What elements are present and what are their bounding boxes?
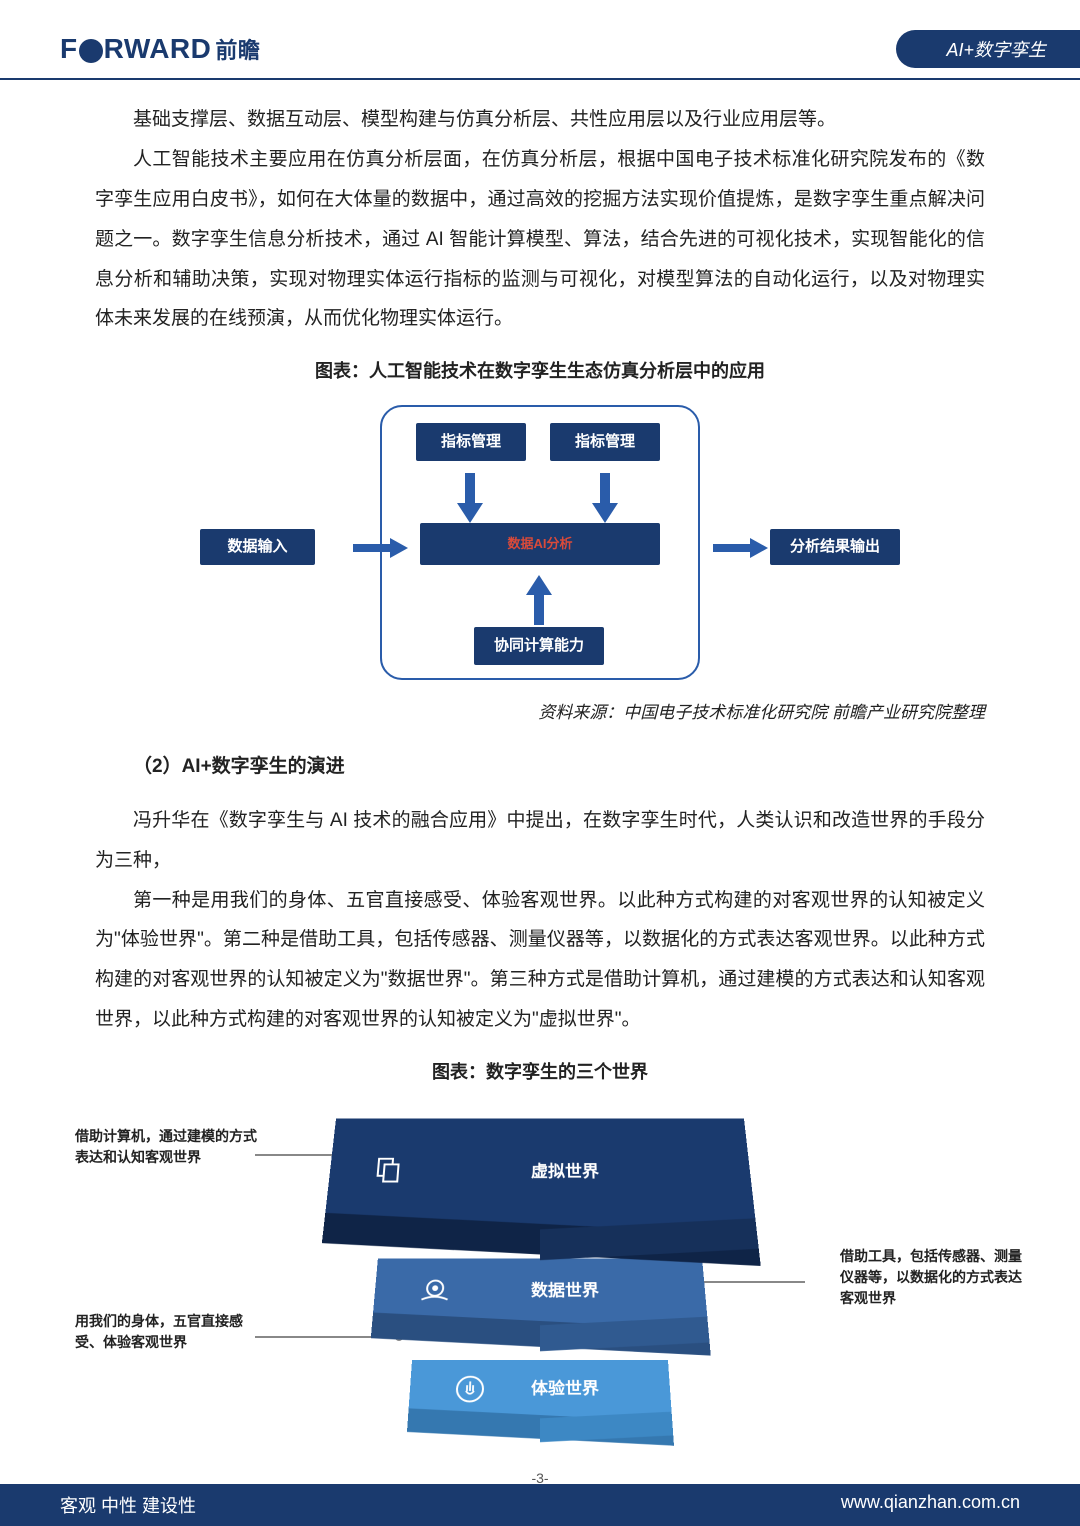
arrow-down-icon	[592, 503, 618, 523]
header-tag: AI+数字孪生	[896, 30, 1080, 68]
page-header: F RWARD 前瞻 AI+数字孪生	[0, 0, 1080, 80]
footer-left: 客观 中性 建设性	[60, 1492, 196, 1518]
globe-icon	[79, 39, 103, 63]
paragraph-4: 第一种是用我们的身体、五官直接感受、体验客观世界。以此种方式构建的对客观世界的认…	[95, 881, 985, 1041]
node-bottom: 协同计算能力	[474, 627, 604, 665]
annotation-right: 借助工具，包括传感器、测量仪器等，以数据化的方式表达客观世界	[840, 1246, 1025, 1309]
logo-text-f: F	[60, 33, 78, 65]
annotation-left-bot: 用我们的身体，五官直接感受、体验客观世界	[75, 1311, 260, 1353]
logo-text-cn: 前瞻	[215, 33, 260, 65]
diagram-flowchart: 指标管理 指标管理 数据AI分析 协同计算能力 数据输入 分析结果输出	[220, 405, 860, 685]
node-left: 数据输入	[200, 529, 315, 565]
arrow-down-icon	[457, 503, 483, 523]
paragraph-2: 人工智能技术主要应用在仿真分析层面，在仿真分析层，根据中国电子技术标准化研究院发…	[95, 140, 985, 339]
gear-icon	[414, 1272, 456, 1310]
arrow-right-icon	[390, 538, 408, 558]
chart1-source: 资料来源：中国电子技术标准化研究院 前瞻产业研究院整理	[95, 695, 985, 731]
arrow-right-icon	[750, 538, 768, 558]
chart2-title: 图表：数字孪生的三个世界	[95, 1054, 985, 1092]
footer-right: www.qianzhan.com.cn	[841, 1492, 1020, 1518]
layer-virtual: 虚拟世界	[324, 1118, 757, 1227]
layer-experience: 体验世界	[408, 1360, 672, 1419]
chart1-title: 图表：人工智能技术在数字孪生生态仿真分析层中的应用	[95, 353, 985, 391]
layer-data-label: 数据世界	[531, 1274, 600, 1308]
arrow-up-icon	[526, 575, 552, 595]
logo: F RWARD 前瞻	[60, 33, 260, 65]
page: F RWARD 前瞻 AI+数字孪生 基础支撑层、数据互动层、模型构建与仿真分析…	[0, 0, 1080, 1526]
logo-text-rward: RWARD	[104, 33, 212, 65]
page-content: 基础支撑层、数据互动层、模型构建与仿真分析层、共性应用层以及行业应用层等。 人工…	[0, 80, 1080, 1476]
docs-icon	[368, 1153, 411, 1191]
node-center: 数据AI分析	[420, 523, 660, 565]
annotation-line	[255, 1154, 335, 1156]
touch-icon	[449, 1370, 490, 1408]
node-top1: 指标管理	[416, 423, 526, 461]
paragraph-3: 冯升华在《数字孪生与 AI 技术的融合应用》中提出，在数字孪生时代，人类认识和改…	[95, 801, 985, 881]
subheading-1: （2）AI+数字孪生的演进	[95, 747, 985, 787]
layer-data: 数据世界	[372, 1258, 708, 1325]
annotation-left-top: 借助计算机，通过建模的方式表达和认知客观世界	[75, 1126, 260, 1168]
node-right: 分析结果输出	[770, 529, 900, 565]
paragraph-1: 基础支撑层、数据互动层、模型构建与仿真分析层、共性应用层以及行业应用层等。	[95, 100, 985, 140]
node-top2: 指标管理	[550, 423, 660, 461]
page-footer: 客观 中性 建设性 www.qianzhan.com.cn	[0, 1484, 1080, 1526]
layer-virtual-label: 虚拟世界	[531, 1155, 600, 1189]
layer-experience-label: 体验世界	[531, 1372, 600, 1406]
diagram-three-worlds: 虚拟世界 数据世界 体验世界 借助计算机，通过建模的方式表达和认知客观世界 用我…	[95, 1106, 985, 1476]
annotation-line	[695, 1281, 805, 1283]
